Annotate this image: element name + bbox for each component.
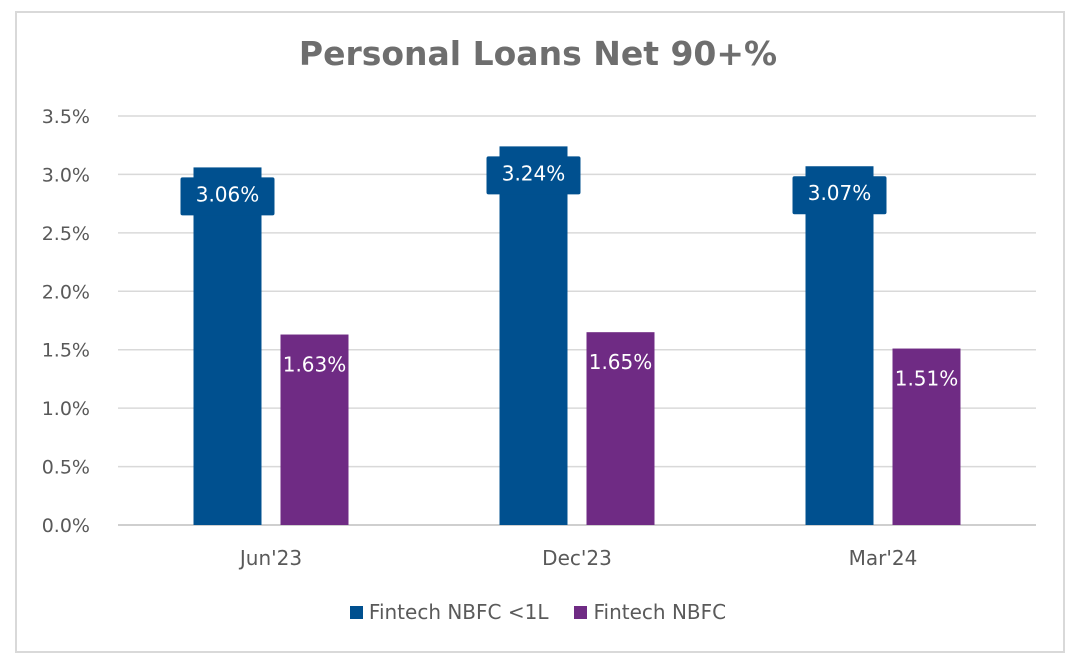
- bar-series-1: [499, 146, 568, 525]
- legend-label-series-2: Fintech NBFC: [593, 600, 727, 624]
- data-label-box: [486, 156, 581, 195]
- data-label: 1.51%: [895, 367, 959, 391]
- y-tick-label: 3.5%: [42, 106, 90, 128]
- data-label: 3.24%: [502, 161, 566, 185]
- data-label-box: [792, 176, 887, 215]
- legend-item-series-1: Fintech NBFC <1L: [349, 600, 549, 624]
- legend-swatch-series-1: [349, 605, 363, 619]
- bar-series-1: [805, 166, 874, 525]
- y-tick-label: 0.5%: [42, 457, 90, 479]
- data-label-box: [180, 177, 275, 216]
- chart-title: Personal Loans Net 90+%: [298, 34, 778, 73]
- x-tick-label: Jun'23: [238, 546, 302, 570]
- y-tick-label: 0.0%: [42, 515, 90, 537]
- y-tick-label: 2.5%: [42, 223, 90, 245]
- data-label: 1.63%: [283, 353, 347, 377]
- legend: Fintech NBFC <1L Fintech NBFC: [0, 600, 1076, 624]
- y-tick-label: 1.0%: [42, 398, 90, 420]
- bar-series-2: [280, 334, 349, 525]
- y-tick-label: 3.0%: [42, 164, 90, 186]
- data-label: 3.07%: [808, 181, 872, 205]
- data-label: 1.65%: [589, 350, 653, 374]
- x-tick-label: Mar'24: [849, 546, 918, 570]
- legend-label-series-1: Fintech NBFC <1L: [368, 600, 549, 624]
- bar-series-2: [586, 332, 655, 525]
- bar-series-2: [892, 348, 961, 525]
- y-tick-label: 2.0%: [42, 281, 90, 303]
- x-tick-label: Dec'23: [542, 546, 612, 570]
- legend-item-series-2: Fintech NBFC: [574, 600, 726, 624]
- bar-series-1: [193, 167, 262, 525]
- legend-swatch-series-2: [574, 605, 588, 619]
- data-label: 3.06%: [196, 182, 260, 206]
- y-tick-label: 1.5%: [42, 340, 90, 362]
